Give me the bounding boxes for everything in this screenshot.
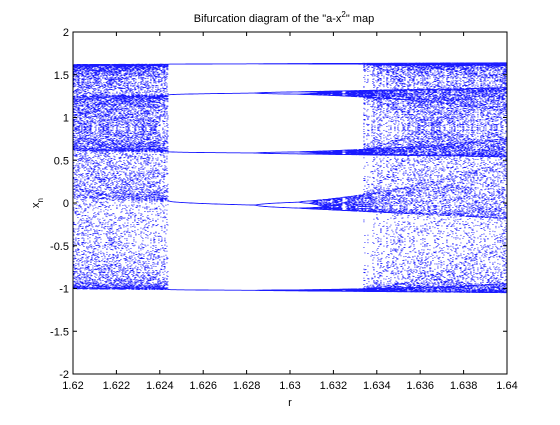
orbit-points: [73, 62, 508, 294]
y-tick-label: -1.5: [50, 326, 69, 338]
x-tick-label: 1.634: [363, 380, 391, 392]
y-tick-label: -2: [59, 369, 69, 381]
x-tick-label: 1.62: [62, 380, 83, 392]
x-axis: 1.62 1.622 1.624 1.626 1.628 1.63 1.632 1.634 1.…: [62, 32, 518, 392]
x-tick-label: 1.64: [496, 380, 517, 392]
y-axis-label: xn: [30, 198, 45, 208]
x-tick-label: 1.628: [233, 380, 261, 392]
x-tick-label: 1.638: [450, 380, 478, 392]
x-tick-label: 1.636: [406, 380, 434, 392]
y-tick-label: 0.5: [54, 155, 69, 167]
y-tick-label: -1: [59, 284, 69, 296]
y-axis: -2 -1.5 -1 -0.5 0 0.5 1 1.5 2: [50, 27, 507, 381]
y-tick-label: 1: [63, 113, 69, 125]
y-tick-label: -0.5: [50, 241, 69, 253]
y-tick-label: 0: [63, 198, 69, 210]
x-tick-label: 1.632: [320, 380, 348, 392]
x-tick-label: 1.626: [189, 380, 217, 392]
data-points-layer: [73, 62, 508, 294]
x-tick-label: 1.63: [279, 380, 300, 392]
y-tick-label: 2: [63, 27, 69, 39]
chart-title: Bifurcation diagram of the "a-x2" map: [194, 10, 374, 25]
x-tick-label: 1.622: [103, 380, 131, 392]
x-tick-label: 1.624: [146, 380, 174, 392]
x-axis-label: r: [288, 397, 292, 409]
y-tick-label: 1.5: [54, 70, 69, 82]
